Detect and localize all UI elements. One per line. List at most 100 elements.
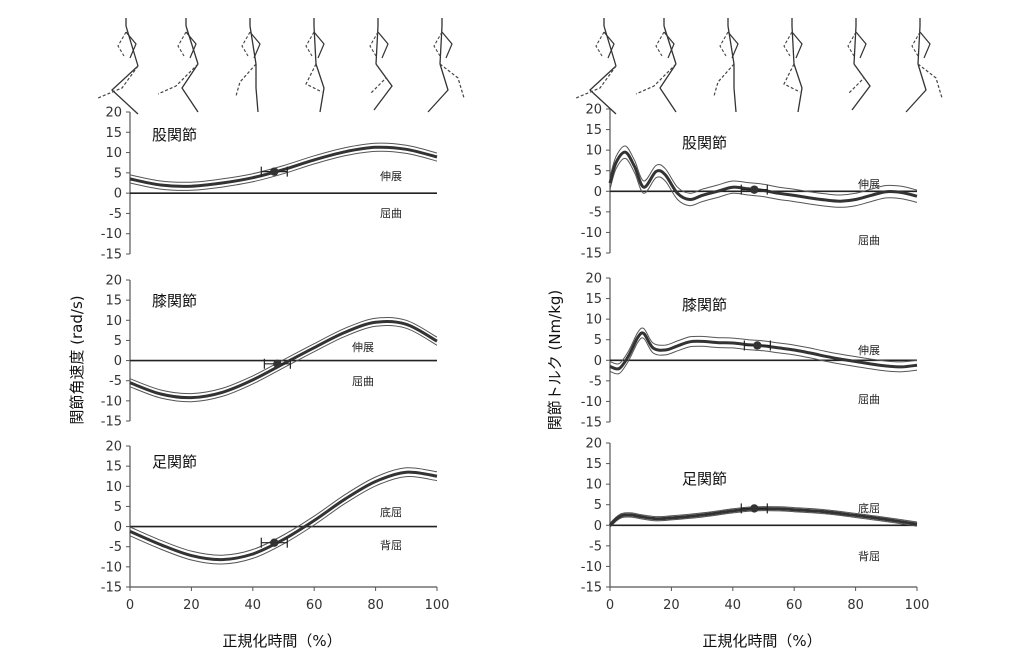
y-tick-label: -10: [101, 227, 122, 242]
y-tick-label: -15: [581, 581, 602, 596]
y-tick-label: 20: [105, 440, 122, 455]
sd-lower-line: [129, 150, 438, 191]
direction-label-negative: 屈曲: [380, 207, 402, 220]
mean-line: [608, 150, 918, 203]
x-tick-label: 60: [306, 598, 323, 613]
y-tick-label: 15: [585, 292, 602, 307]
y-tick-label: 15: [585, 457, 602, 472]
panel-title: 膝関節: [152, 292, 197, 310]
y-tick-label: 10: [105, 146, 122, 161]
y-tick-label: 20: [105, 274, 122, 289]
stick-figure: [635, 18, 677, 113]
y-tick-label: -15: [581, 416, 602, 431]
direction-label-positive: 底屈: [380, 505, 402, 519]
y-tick-label: -15: [101, 581, 122, 596]
y-tick-label: 10: [105, 314, 122, 329]
stick-figure: [575, 18, 617, 115]
y-tick-label: -5: [589, 374, 602, 389]
direction-label-positive: 伸展: [352, 341, 374, 354]
stick-figure: [305, 18, 325, 113]
sd-lower-line: [609, 337, 918, 375]
x-tick-label: 40: [725, 598, 742, 613]
stick-figure: [847, 18, 871, 111]
event-marker: [750, 185, 759, 194]
y-tick-label: 15: [105, 294, 122, 309]
x-tick-label: 40: [245, 598, 262, 613]
y-tick-label: -15: [101, 248, 122, 263]
stick-figure-strip-right: [575, 18, 943, 115]
event-marker: [270, 538, 279, 547]
event-marker: [753, 341, 762, 350]
y-tick-label: -10: [581, 226, 602, 241]
y-tick-label: 20: [585, 437, 602, 452]
sd-lower-line: [609, 510, 918, 528]
y-tick-label: 15: [105, 460, 122, 475]
x-tick-label: 0: [126, 598, 134, 613]
sd-lower-line: [609, 157, 918, 208]
y-tick-label: 20: [585, 272, 602, 287]
y-tick-label: -5: [109, 540, 122, 555]
sd-lower-line: [129, 475, 438, 565]
direction-label-positive: 伸展: [858, 344, 880, 357]
direction-label-negative: 屈曲: [858, 234, 880, 247]
x-axis-label-left: 正規化時間（%）: [222, 632, 341, 650]
direction-label-positive: 伸展: [380, 170, 402, 183]
y-tick-label: 0: [594, 354, 602, 369]
panel-title: 股関節: [682, 134, 727, 152]
x-tick-label: 20: [663, 598, 680, 613]
y-tick-label: 20: [105, 106, 122, 121]
x-tick-label: 80: [847, 598, 864, 613]
y-tick-label: 0: [114, 187, 122, 202]
y-axis-label-left: 関節角速度 (rad/s): [68, 295, 86, 424]
y-tick-label: -10: [101, 560, 122, 575]
event-marker: [270, 167, 279, 176]
y-tick-label: 5: [114, 334, 122, 349]
direction-label-positive: 底屈: [858, 501, 880, 515]
y-tick-label: 5: [594, 498, 602, 513]
y-tick-label: 15: [105, 126, 122, 141]
y-tick-label: -10: [581, 560, 602, 575]
y-tick-label: 10: [585, 313, 602, 328]
event-marker: [273, 359, 282, 368]
y-tick-label: 0: [114, 354, 122, 369]
y-tick-label: 0: [594, 519, 602, 534]
mean-line: [129, 470, 438, 562]
stick-figure: [369, 18, 393, 111]
mean-line: [129, 145, 438, 188]
y-tick-label: 0: [114, 520, 122, 535]
x-tick-label: 100: [425, 598, 450, 613]
direction-label-negative: 屈曲: [858, 393, 880, 406]
y-tick-label: -5: [109, 374, 122, 389]
stick-figure: [157, 18, 199, 113]
sd-upper-line: [129, 142, 438, 183]
x-tick-label: 60: [786, 598, 803, 613]
stick-figure: [427, 18, 465, 113]
y-tick-label: 5: [114, 500, 122, 515]
direction-label-negative: 背屈: [380, 538, 402, 552]
stick-figure-strip-left: [97, 18, 465, 115]
y-tick-label: 10: [585, 478, 602, 493]
stick-figure: [713, 18, 739, 113]
sd-upper-line: [129, 467, 438, 556]
stick-figure: [905, 18, 943, 113]
x-tick-label: 100: [905, 598, 930, 613]
x-tick-label: 20: [183, 598, 200, 613]
y-tick-label: 5: [594, 164, 602, 179]
y-tick-label: 5: [594, 333, 602, 348]
sd-lower-line: [129, 325, 438, 403]
sd-upper-line: [609, 506, 918, 524]
stick-figure: [97, 18, 139, 115]
panel-title: 膝関節: [682, 296, 727, 314]
y-tick-label: -5: [109, 207, 122, 222]
y-tick-label: 5: [114, 166, 122, 181]
y-tick-label: 10: [105, 480, 122, 495]
y-tick-label: 0: [594, 185, 602, 200]
y-tick-label: 10: [585, 144, 602, 159]
direction-label-positive: 伸展: [858, 178, 880, 191]
